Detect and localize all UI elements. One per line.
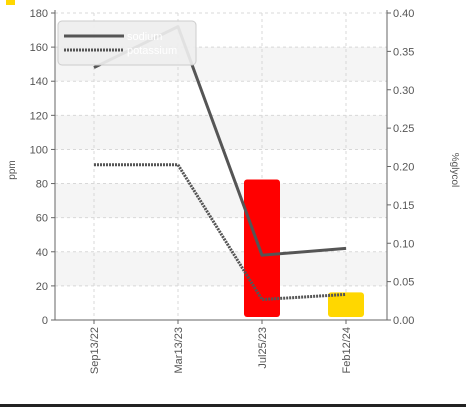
plot-band bbox=[55, 251, 387, 286]
glycol-bar bbox=[328, 292, 364, 317]
glycol-bar bbox=[244, 179, 280, 317]
y-left-tick-label: 180 bbox=[30, 8, 48, 20]
axes: 0 20 40 60 80 100 120 140 160 180 0.00 0.05 0.10 0.15… bbox=[30, 8, 415, 374]
y-left-tick-label: 0 bbox=[42, 315, 48, 327]
y-right-tick-label: 0.40 bbox=[393, 8, 414, 20]
data-point-sodium bbox=[93, 67, 95, 69]
x-tick-label: Feb12/24 bbox=[341, 327, 353, 373]
data-point-potassium bbox=[345, 293, 347, 295]
top-marker-icon bbox=[6, 0, 15, 5]
y-right-tick-label: 0.10 bbox=[393, 238, 414, 250]
y-left-tick-label: 140 bbox=[30, 76, 48, 88]
data-point-potassium bbox=[93, 164, 95, 166]
plot-bands bbox=[55, 47, 387, 286]
y-right-tick-label: 0.35 bbox=[393, 46, 414, 58]
legend-label-sodium: sodium bbox=[127, 31, 162, 43]
y-left-tick-label: 80 bbox=[36, 179, 48, 191]
y-right-tick-label: 0.25 bbox=[393, 123, 414, 135]
y-right-tick-label: 0.30 bbox=[393, 85, 414, 97]
x-tick-label: Jul25/23 bbox=[257, 327, 269, 369]
plot-band bbox=[55, 183, 387, 218]
y-axis-right-label: %glycol bbox=[449, 153, 460, 187]
y-right-tick-label: 0.00 bbox=[393, 315, 414, 327]
x-tick-label: Sep13/22 bbox=[89, 327, 101, 374]
y-left-tick-label: 20 bbox=[36, 281, 48, 293]
bottom-border bbox=[0, 404, 466, 407]
legend-label-potassium: potassium bbox=[127, 45, 177, 57]
y-left-tick-label: 120 bbox=[30, 110, 48, 122]
y-left-tick-label: 100 bbox=[30, 144, 48, 156]
y-right-tick-label: 0.05 bbox=[393, 277, 414, 289]
data-point-potassium bbox=[261, 299, 263, 301]
y-right-tick-label: 0.15 bbox=[393, 200, 414, 212]
legend: sodium potassium bbox=[57, 20, 197, 66]
data-point-sodium bbox=[261, 254, 263, 256]
x-tick-label: Mar13/23 bbox=[173, 327, 185, 373]
y-left-tick-label: 60 bbox=[36, 213, 48, 225]
data-point-potassium bbox=[177, 164, 179, 166]
data-point-sodium bbox=[345, 247, 347, 249]
y-left-tick-label: 40 bbox=[36, 247, 48, 259]
legend-box bbox=[57, 20, 197, 66]
y-left-tick-label: 160 bbox=[30, 42, 48, 54]
y-axis-left-label: ppm bbox=[7, 160, 18, 179]
series-line-potassium bbox=[94, 163, 347, 302]
y-right-tick-label: 0.20 bbox=[393, 162, 414, 174]
